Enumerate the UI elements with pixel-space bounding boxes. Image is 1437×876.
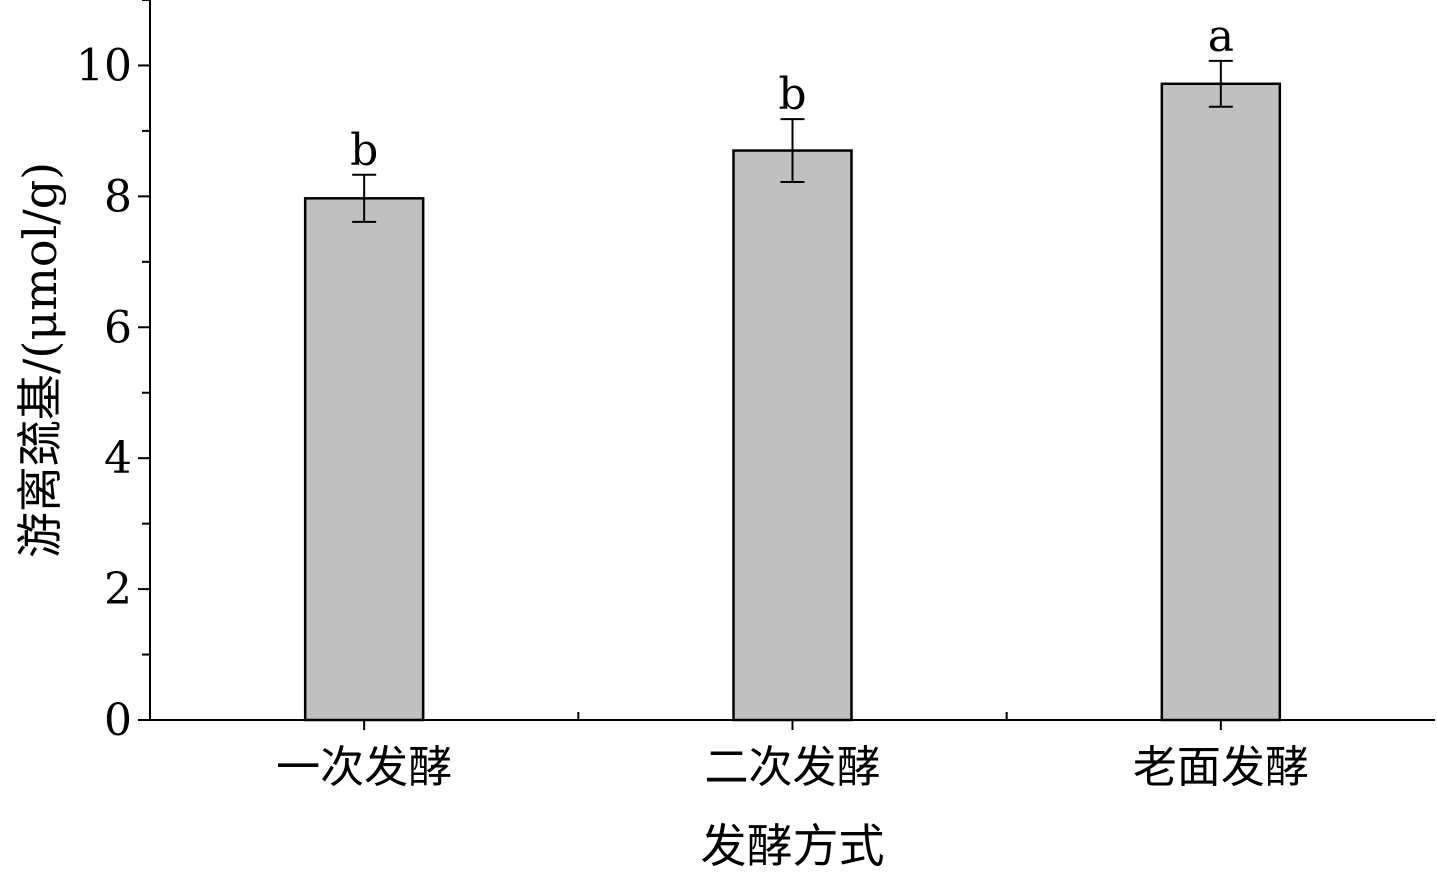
y-axis-title: 游离巯基/(μmol/g) (13, 162, 67, 558)
labels: 0 2 4 6 8 10 b 一次发酵 b 二次发酵 a 老面发酵 (76, 11, 1309, 793)
bars (303, 59, 1282, 722)
y-tick-label: 2 (104, 564, 132, 615)
bar (732, 149, 853, 722)
x-tick-label: 老面发酵 (1133, 742, 1309, 793)
y-tick-label: 10 (76, 40, 132, 91)
y-tick-label: 8 (104, 171, 132, 222)
x-axis-title: 发酵方式 (701, 819, 885, 871)
y-tick-label: 0 (104, 695, 132, 746)
significance-letter: b (778, 69, 806, 120)
bar (1160, 82, 1282, 722)
x-tick-label: 二次发酵 (705, 742, 881, 793)
significance-letter: b (350, 125, 378, 176)
x-tick-label: 一次发酵 (276, 742, 452, 793)
y-tick-label: 4 (104, 433, 132, 484)
y-tick-label: 6 (104, 302, 132, 353)
significance-letter: a (1208, 11, 1234, 62)
bar (303, 197, 425, 722)
